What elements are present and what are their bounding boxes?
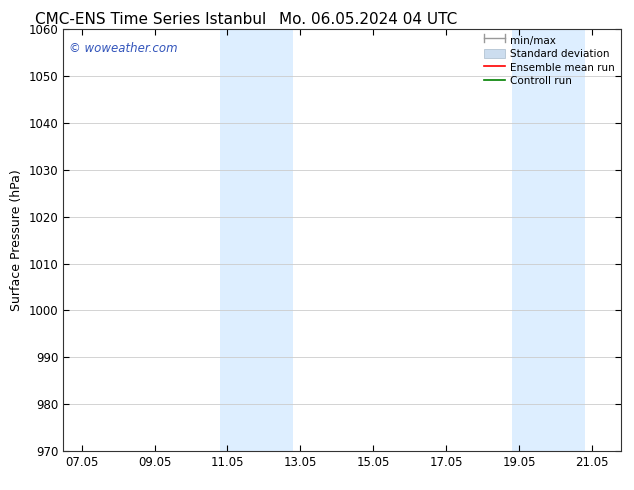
Bar (220, 29, 293, 451)
Text: CMC-ENS Time Series Istanbul: CMC-ENS Time Series Istanbul (35, 12, 266, 27)
Legend: min/max, Standard deviation, Ensemble mean run, Controll run: min/max, Standard deviation, Ensemble me… (480, 31, 619, 90)
Text: © woweather.com: © woweather.com (69, 42, 178, 55)
Bar (512, 29, 585, 451)
Text: Mo. 06.05.2024 04 UTC: Mo. 06.05.2024 04 UTC (279, 12, 457, 27)
Y-axis label: Surface Pressure (hPa): Surface Pressure (hPa) (10, 169, 23, 311)
